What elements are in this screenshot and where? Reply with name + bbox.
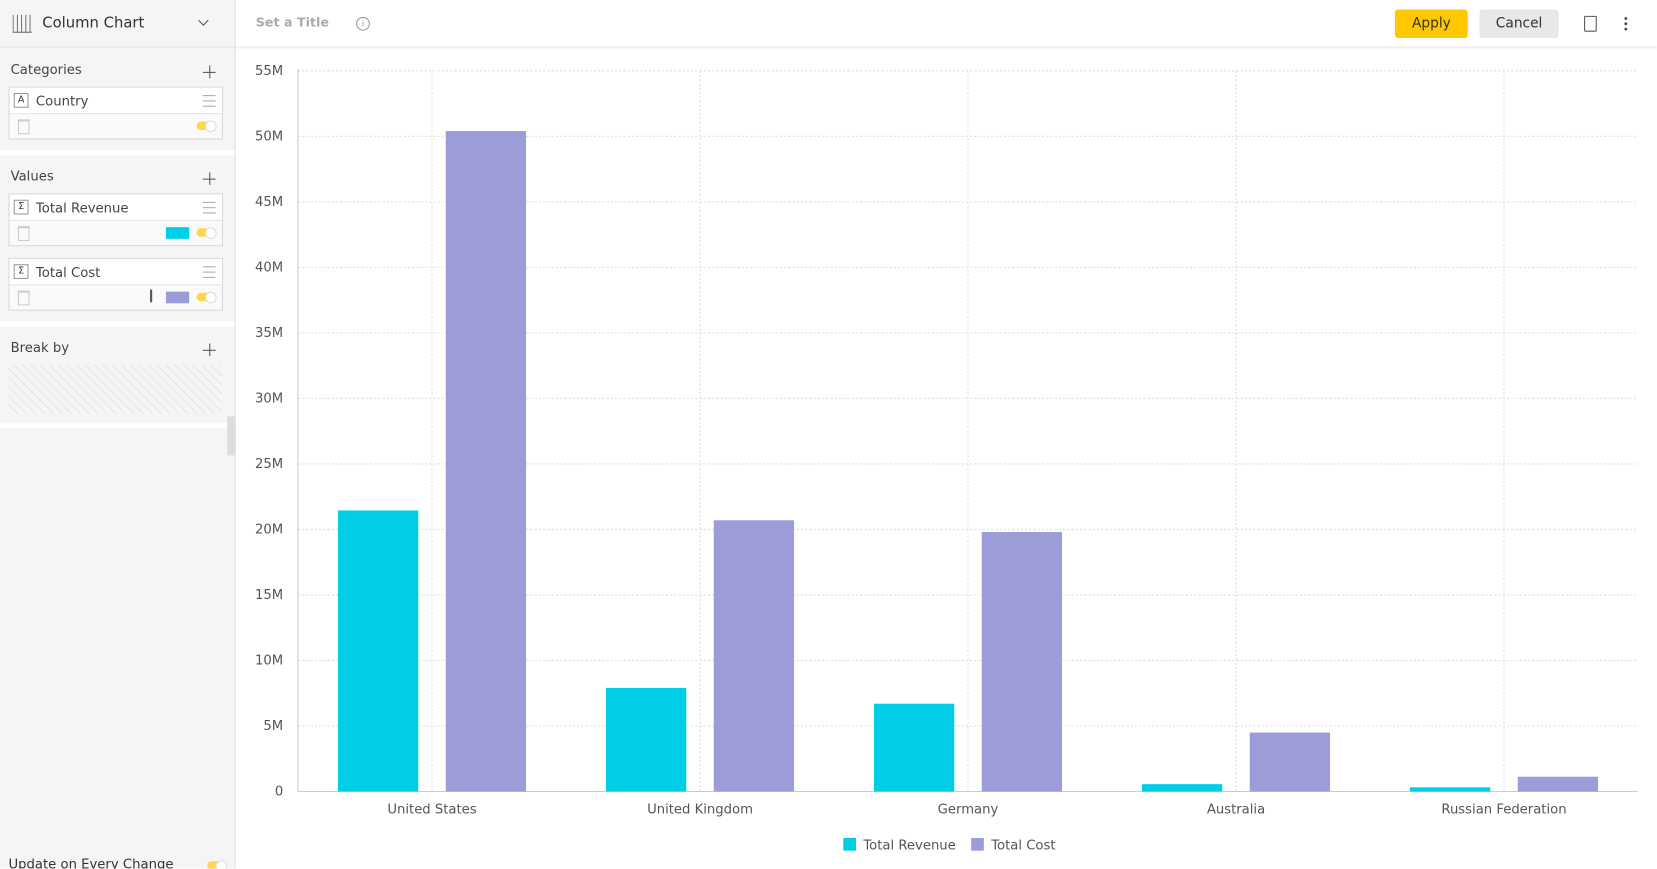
add-button[interactable] [202,172,216,185]
bar [1517,776,1599,792]
section-label: Break by [10,339,70,356]
bar [1409,787,1491,792]
bar [1249,732,1331,792]
field-name: Total Cost [35,264,101,281]
toggle[interactable] [207,860,228,869]
bar [337,510,419,792]
field-name: Total Revenue [35,199,129,216]
field-name: Country [35,92,89,109]
section-label: Values [10,168,54,184]
color-swatch[interactable] [165,227,190,239]
y-tick-label: 5M [263,719,283,734]
section-label: Categories [10,61,82,78]
y-tick-label: 20M [255,522,283,537]
field-box: Σ Total Revenue [8,193,223,247]
y-tick-label: 55M [255,64,283,79]
y-tick-label: 40M [255,260,283,275]
y-tick-label: 50M [255,129,283,144]
sidebar: Column Chart Categories A Country Values … [0,0,236,869]
info-icon[interactable]: i [356,16,370,31]
add-button[interactable] [202,65,216,79]
bar [981,532,1063,792]
bar [713,520,795,792]
legend-swatch [971,838,984,851]
color-swatch[interactable] [165,291,190,304]
sort-icon[interactable] [150,289,153,303]
y-tick-label: 25M [255,457,283,472]
toggle[interactable] [196,120,217,133]
x-tick-label: Australia [1207,802,1265,817]
x-tick-label: Germany [938,802,999,817]
y-tick-label: 10M [255,653,283,668]
y-tick-label: 45M [255,195,283,210]
legend-label: Total Revenue [862,838,955,853]
more-icon[interactable] [1624,15,1628,31]
title-input[interactable]: Set a Title [255,14,329,30]
toggle[interactable] [196,227,217,239]
legend-swatch [843,838,856,851]
x-tick-label: United Kingdom [647,802,753,817]
chart-type-select[interactable]: Column Chart [42,14,145,32]
collapse-tab[interactable] [227,416,236,456]
dropdown-arrow[interactable] [198,15,209,26]
x-tick-label: Russian Federation [1441,802,1566,817]
separator [0,46,235,48]
y-tick-label: 0 [275,785,283,800]
toggle[interactable] [196,291,217,304]
chart-type-icon [12,14,32,33]
field-box: Σ Total Cost [8,257,223,311]
chart: 0 5M 10M 15M 20M 25M 30M 35M 40M 45M 50M 55M United … [255,64,1638,853]
divider [0,422,235,428]
add-button[interactable] [202,343,216,357]
bar [1141,784,1223,792]
apply-button[interactable]: Apply [1394,9,1468,39]
cancel-button[interactable]: Cancel [1479,9,1559,39]
x-tick-label: United States [387,802,476,817]
bar [605,687,687,792]
export-icon[interactable] [1584,15,1597,32]
drop-zone[interactable] [8,364,222,415]
toolbar: Set a Title i Apply Cancel [235,0,1657,47]
y-tick-label: 35M [255,326,283,341]
y-tick-label: 30M [255,391,283,406]
divider [0,321,235,327]
y-tick-label: 15M [255,588,283,603]
update-label: Update on Every Change [8,855,174,869]
field-box: A Country [8,86,223,140]
divider [0,150,235,156]
legend-label: Total Cost [990,838,1055,853]
bar [873,703,955,792]
bar [445,131,527,792]
